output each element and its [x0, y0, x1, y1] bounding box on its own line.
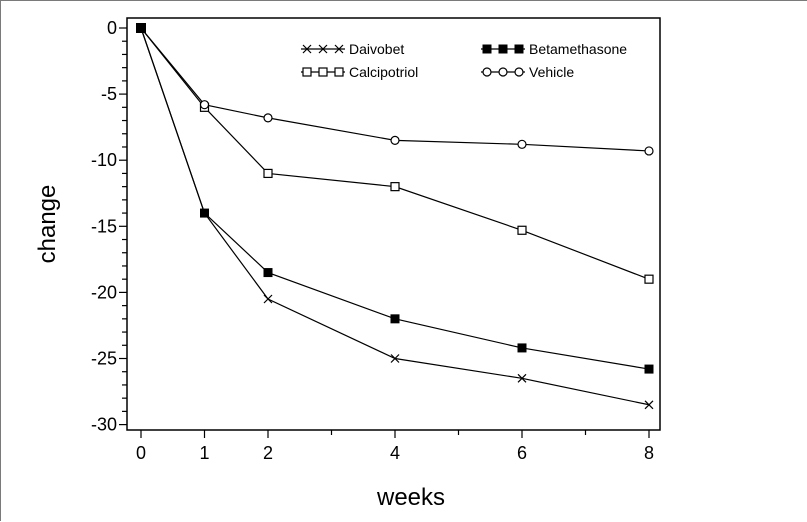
- series-betamethasone: [140, 27, 654, 374]
- legend-label-betamethasone: Betamethasone: [529, 41, 627, 57]
- data-point-calcipotriol: [263, 168, 273, 179]
- y-tick-label: -20: [91, 282, 117, 302]
- series-line-daivobet: [140, 27, 650, 406]
- data-point-betamethasone: [263, 268, 273, 278]
- data-point-origin: [136, 23, 146, 33]
- plot-area: [126, 17, 661, 431]
- legend: Daivobet Betamethasone Calcipotriol Vehicle: [301, 41, 627, 80]
- data-point-daivobet: [517, 373, 527, 383]
- y-tick-label: -15: [91, 216, 117, 236]
- x-tick-label: 4: [390, 443, 400, 463]
- x-tick-label: 8: [644, 443, 654, 463]
- legend-marker-daivobet: [302, 44, 312, 54]
- data-point-vehicle: [390, 135, 400, 145]
- y-tick-label: -25: [91, 349, 117, 369]
- data-point-vehicle: [644, 146, 654, 156]
- y-tick-label: -10: [91, 150, 117, 170]
- y-tick-label: -30: [91, 415, 117, 435]
- legend-marker-daivobet: [318, 44, 328, 54]
- legend-marker-betamethasone: [514, 44, 524, 54]
- legend-marker-calcipotriol: [318, 67, 328, 77]
- legend-marker-calcipotriol: [302, 67, 312, 77]
- data-point-daivobet: [263, 294, 273, 304]
- series-layer: [136, 23, 654, 410]
- legend-label-calcipotriol: Calcipotriol: [349, 64, 418, 80]
- data-point-calcipotriol: [644, 274, 654, 284]
- legend-item-vehicle: Vehicle: [481, 64, 574, 80]
- data-point-daivobet: [390, 354, 400, 363]
- legend-item-betamethasone: Betamethasone: [481, 41, 627, 57]
- data-point-calcipotriol: [390, 182, 400, 192]
- series-vehicle: [140, 27, 654, 156]
- x-tick-label: 1: [199, 443, 209, 463]
- data-point-vehicle: [517, 139, 527, 149]
- x-tick-label: 0: [136, 443, 146, 463]
- legend-label-vehicle: Vehicle: [529, 64, 574, 80]
- x-axis: 0 1 2 4 6 8: [136, 430, 654, 463]
- legend-marker-vehicle: [482, 67, 492, 77]
- data-point-daivobet: [644, 400, 654, 410]
- legend-item-calcipotriol: Calcipotriol: [301, 64, 418, 80]
- x-tick-label: 2: [263, 443, 273, 463]
- data-point-calcipotriol: [517, 225, 527, 235]
- data-point-vehicle: [263, 113, 273, 123]
- series-line-calcipotriol: [140, 27, 650, 280]
- legend-marker-daivobet: [334, 44, 344, 54]
- legend-marker-betamethasone: [498, 44, 508, 54]
- y-tick-label: -5: [101, 84, 117, 104]
- legend-marker-betamethasone: [482, 44, 492, 54]
- y-axis: 0 -5 -10 -15 -20 -25 -30: [91, 18, 127, 435]
- legend-item-daivobet: Daivobet: [301, 41, 404, 57]
- legend-marker-vehicle: [514, 67, 524, 77]
- series-line-betamethasone: [140, 27, 650, 370]
- data-point-betamethasone: [644, 364, 654, 374]
- series-line-vehicle: [140, 27, 650, 152]
- data-point-betamethasone: [517, 343, 527, 353]
- x-axis-title: weeks: [376, 484, 445, 511]
- series-daivobet: [140, 27, 654, 410]
- y-tick-label: 0: [107, 18, 117, 38]
- data-point-betamethasone: [200, 208, 209, 218]
- data-point-vehicle: [199, 100, 210, 110]
- x-tick-label: 6: [517, 443, 527, 463]
- data-point-betamethasone: [390, 314, 400, 324]
- y-axis-title: change: [34, 185, 61, 264]
- legend-label-daivobet: Daivobet: [349, 41, 404, 57]
- legend-marker-calcipotriol: [334, 67, 344, 77]
- legend-marker-vehicle: [498, 67, 508, 77]
